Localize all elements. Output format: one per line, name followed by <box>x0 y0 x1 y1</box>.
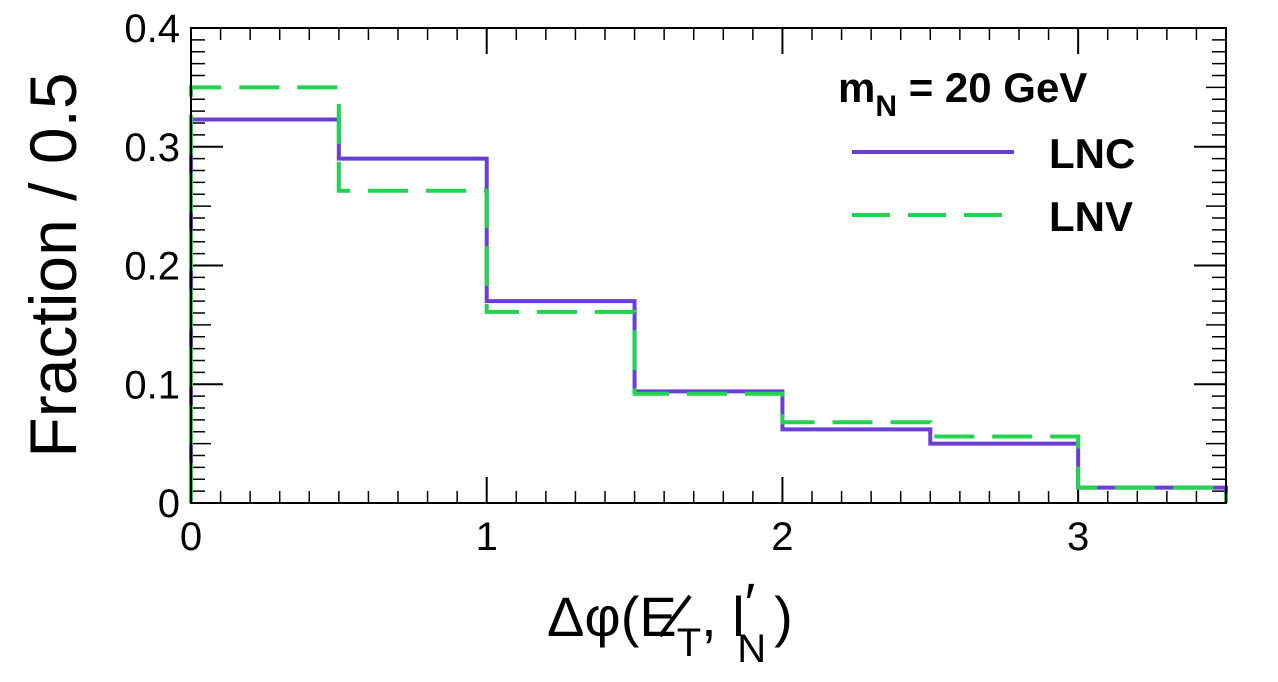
x-title-delta-phi: Δφ( <box>547 585 640 648</box>
y-axis-title: Fraction / 0.5 <box>16 72 90 457</box>
x-title-met: E <box>639 585 676 648</box>
y-tick-label: 0.2 <box>124 245 180 289</box>
x-tick-label: 2 <box>771 515 793 559</box>
legend-header-rest: = 20 GeV <box>897 64 1087 111</box>
y-tick-labels: 0 0.1 0.2 0.3 0.4 <box>124 7 180 526</box>
minor-ticks <box>191 28 1226 503</box>
y-tick-label: 0.4 <box>124 7 180 51</box>
x-tick-label: 0 <box>180 515 202 559</box>
x-axis-title: Δφ(ET, l′ N) <box>547 571 793 671</box>
series-lnv-step <box>189 85 1228 503</box>
legend-header-m: m <box>838 64 875 111</box>
series-layer <box>189 85 1228 503</box>
x-title-met-sub: T <box>677 621 701 665</box>
y-tick-label: 0 <box>158 482 180 526</box>
y-tick-label: 0.3 <box>124 126 180 170</box>
legend-label-lnc: LNC <box>1049 130 1135 177</box>
x-tick-label: 1 <box>476 515 498 559</box>
x-title-prime: ′ <box>745 571 756 634</box>
x-tick-label: 3 <box>1067 515 1089 559</box>
x-tick-labels: 0 1 2 3 <box>180 515 1089 559</box>
legend-label-lnv: LNV <box>1049 193 1133 240</box>
svg-text:Δφ(ET, l′N): Δφ(ET, l′ N) <box>547 571 793 671</box>
legend-header-sub: N <box>875 90 897 123</box>
legend: mN = 20 GeV LNC LNV <box>838 64 1135 240</box>
x-title-close: ) <box>774 585 793 648</box>
x-title-separator: , l <box>701 585 745 648</box>
y-tick-label: 0.1 <box>124 363 180 407</box>
legend-header: mN = 20 GeV <box>838 64 1087 123</box>
met-slash <box>658 594 692 638</box>
x-title-lep-sub: N <box>737 627 766 671</box>
plot-frame <box>190 27 1227 504</box>
